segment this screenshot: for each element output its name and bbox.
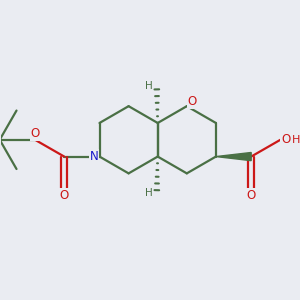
Text: H: H (145, 82, 152, 92)
Polygon shape (216, 152, 251, 161)
Text: O: O (188, 95, 197, 108)
Text: O: O (247, 189, 256, 202)
Text: O: O (30, 128, 40, 140)
Text: O: O (281, 133, 290, 146)
Text: N: N (90, 150, 99, 163)
Text: H: H (145, 188, 152, 198)
Text: O: O (60, 189, 69, 202)
Text: H: H (291, 135, 300, 145)
